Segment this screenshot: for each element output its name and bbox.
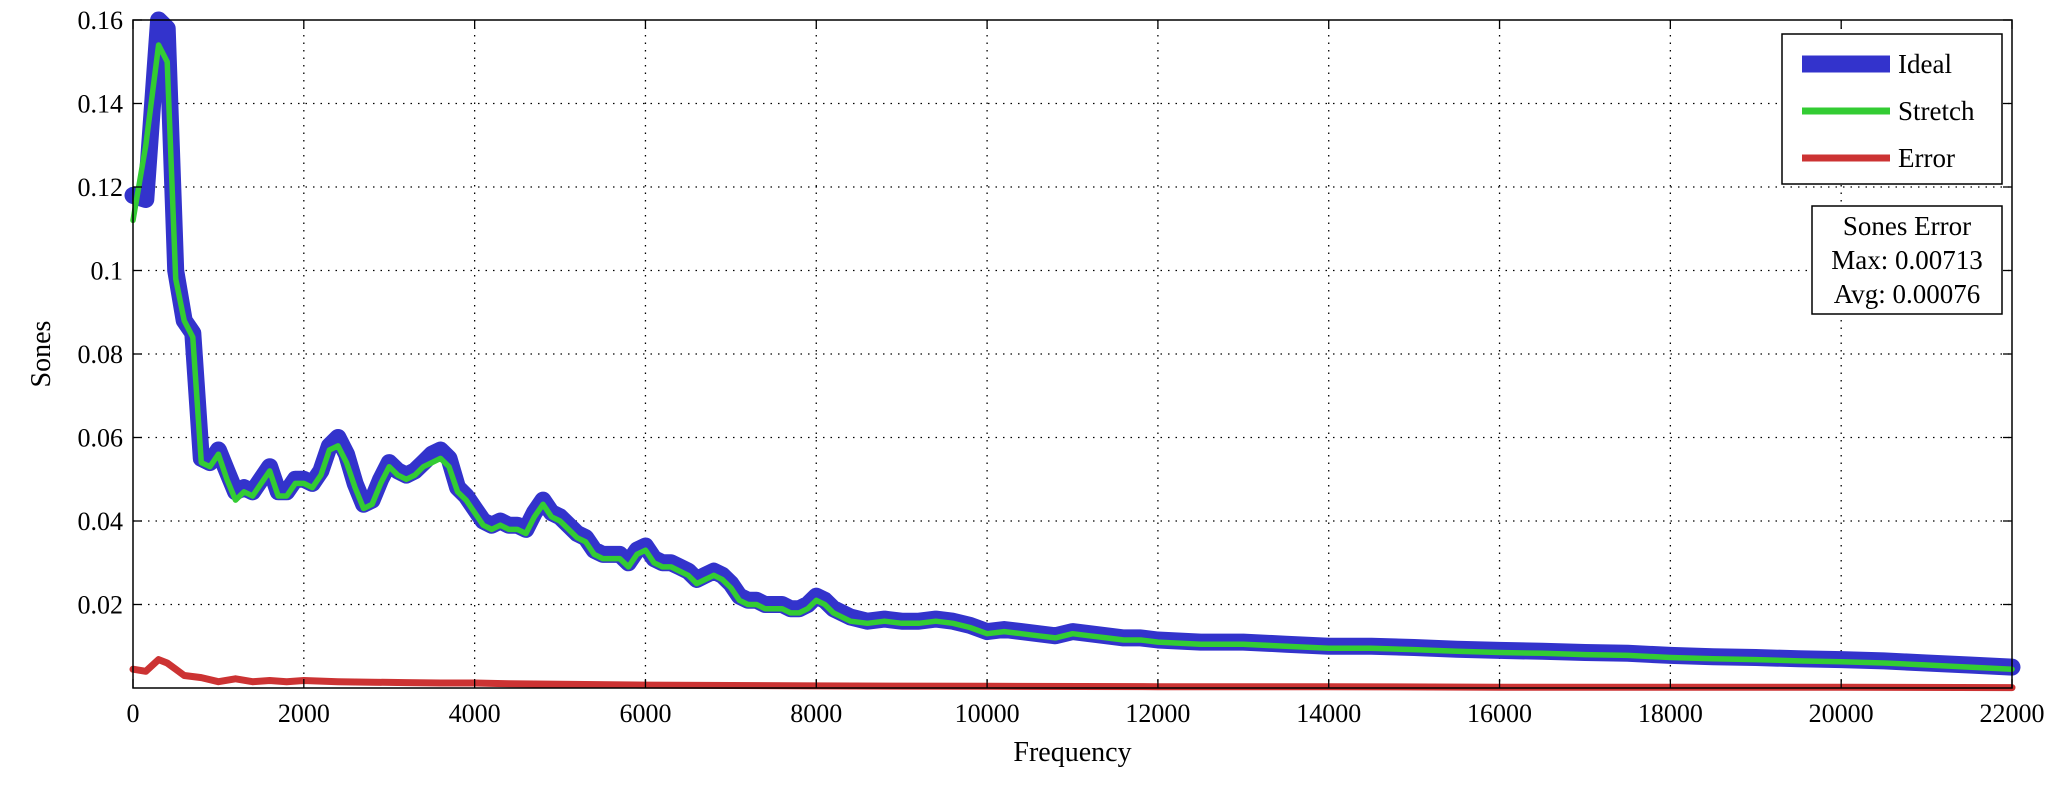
y-axis-label: Sones bbox=[26, 321, 57, 388]
x-tick-label: 22000 bbox=[1980, 699, 2045, 728]
x-tick-label: 12000 bbox=[1125, 699, 1190, 728]
x-axis-label: Frequency bbox=[1013, 737, 1131, 768]
y-tick-label: 0.16 bbox=[78, 6, 124, 35]
x-tick-label: 6000 bbox=[619, 699, 671, 728]
sones-error-box: Sones Error Max: 0.00713 Avg: 0.00076 bbox=[1811, 205, 2003, 315]
sones-error-avg: Avg: 0.00076 bbox=[1834, 279, 1981, 309]
x-tick-label: 20000 bbox=[1809, 699, 1874, 728]
sones-error-title: Sones Error bbox=[1843, 211, 1971, 241]
sones-error-max: Max: 0.00713 bbox=[1831, 245, 1983, 275]
x-tick-label: 18000 bbox=[1638, 699, 1703, 728]
x-tick-label: 2000 bbox=[278, 699, 330, 728]
x-tick-label: 0 bbox=[127, 699, 140, 728]
y-tick-label: 0.1 bbox=[91, 257, 124, 286]
plot-series bbox=[124, 11, 2021, 692]
x-tick-label: 14000 bbox=[1296, 699, 1361, 728]
y-tick-label: 0.02 bbox=[78, 591, 124, 620]
legend-label-error: Error bbox=[1898, 143, 1955, 173]
sones-error-box-frame bbox=[1811, 205, 2003, 315]
y-tick-label: 0.14 bbox=[78, 90, 124, 119]
legend-label-stretch: Stretch bbox=[1898, 96, 1975, 126]
x-tick-label: 10000 bbox=[955, 699, 1020, 728]
y-tick-label: 0.12 bbox=[78, 173, 124, 202]
x-tick-label: 8000 bbox=[790, 699, 842, 728]
x-tick-label: 4000 bbox=[449, 699, 501, 728]
series-line-stretch bbox=[130, 42, 2015, 672]
y-tick-label: 0.08 bbox=[78, 340, 124, 369]
y-tick-label: 0.04 bbox=[78, 507, 124, 536]
x-tick-label: 16000 bbox=[1467, 699, 1532, 728]
series-line-error bbox=[129, 656, 2016, 692]
axis-ticks: 0 2000 4000 6000 8000 10000 12000 14000 16000 180… bbox=[78, 6, 2045, 728]
legend-label-ideal: Ideal bbox=[1898, 49, 1952, 79]
legend: Ideal Stretch Error bbox=[1781, 33, 2003, 185]
y-tick-label: 0.06 bbox=[78, 424, 124, 453]
